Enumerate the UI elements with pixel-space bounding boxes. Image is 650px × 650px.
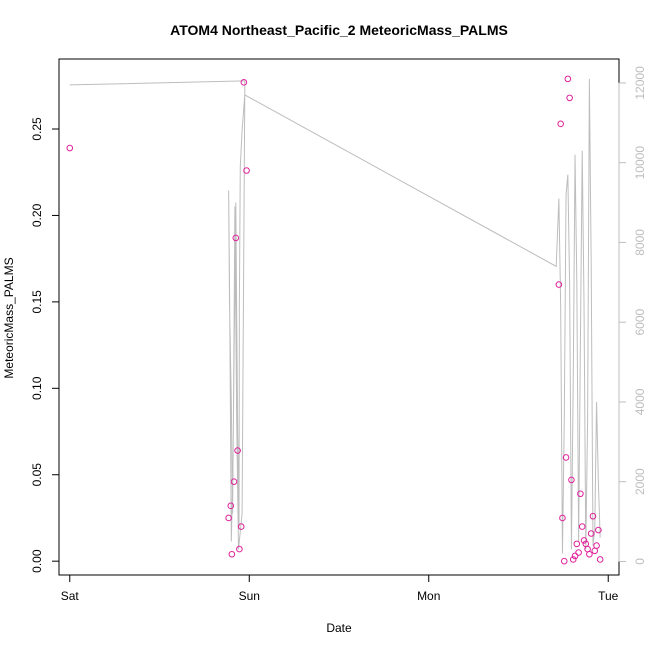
data-point — [573, 540, 581, 548]
data-point — [580, 537, 588, 544]
y-right-tick-label: 2000 — [633, 468, 647, 495]
x-axis-label: Date — [326, 621, 352, 635]
y-right-tick-label: 12000 — [633, 66, 647, 100]
data-point — [557, 120, 564, 128]
data-point — [66, 144, 74, 152]
series-line — [69, 78, 601, 554]
data-point — [564, 75, 572, 83]
data-point — [555, 281, 563, 288]
y-right-tick-label: 8000 — [633, 229, 647, 256]
y-right-tick-label: 0 — [633, 558, 647, 565]
data-point — [593, 542, 600, 549]
series-points-group — [66, 75, 604, 565]
data-point — [240, 79, 248, 86]
y-right-tick-label: 10000 — [633, 146, 647, 180]
data-point — [234, 447, 241, 454]
y-right-tick-label: 4000 — [633, 388, 647, 415]
y-axis-label: MeteoricMass_PALMS — [2, 257, 16, 378]
data-point — [587, 530, 595, 537]
data-point — [596, 556, 604, 563]
x-tick-label: Tue — [598, 589, 619, 603]
data-point — [571, 552, 579, 560]
data-point — [230, 478, 238, 485]
data-point — [586, 550, 593, 558]
x-tick-label: Sun — [239, 589, 260, 603]
data-point — [578, 523, 586, 530]
series-line-group — [69, 78, 601, 554]
data-point — [227, 502, 235, 510]
data-point — [225, 514, 232, 522]
data-point — [237, 523, 245, 530]
y-left-tick-label: 0.20 — [30, 203, 44, 227]
x-tick-label: Mon — [417, 589, 440, 603]
x-axis: Sat Sun Mon Tue — [61, 574, 619, 603]
chart-title: ATOM4 Northeast_Pacific_2 MeteoricMass_P… — [170, 22, 508, 38]
data-point — [232, 234, 240, 242]
data-point — [575, 549, 582, 556]
y-axis-left: 0.00 0.05 0.10 0.15 0.20 0.25 — [30, 117, 60, 573]
data-point — [568, 476, 575, 484]
data-point — [569, 556, 577, 563]
y-left-tick-label: 0.15 — [30, 290, 44, 314]
data-point — [566, 94, 573, 102]
data-point — [577, 490, 584, 498]
data-point — [559, 514, 566, 522]
data-point — [562, 454, 570, 461]
data-point — [595, 526, 602, 534]
x-tick-label: Sat — [61, 589, 80, 603]
y-axis-right: 0 2000 4000 6000 8000 10000 12000 — [618, 66, 647, 565]
data-point — [228, 550, 236, 558]
y-left-tick-label: 0.25 — [30, 117, 44, 141]
y-left-tick-label: 0.10 — [30, 376, 44, 400]
y-left-tick-label: 0.00 — [30, 549, 44, 573]
data-point — [560, 557, 568, 565]
data-point — [243, 167, 250, 174]
y-right-tick-label: 6000 — [633, 309, 647, 336]
data-point — [589, 512, 597, 520]
y-left-tick-label: 0.05 — [30, 463, 44, 487]
data-point — [236, 545, 243, 553]
